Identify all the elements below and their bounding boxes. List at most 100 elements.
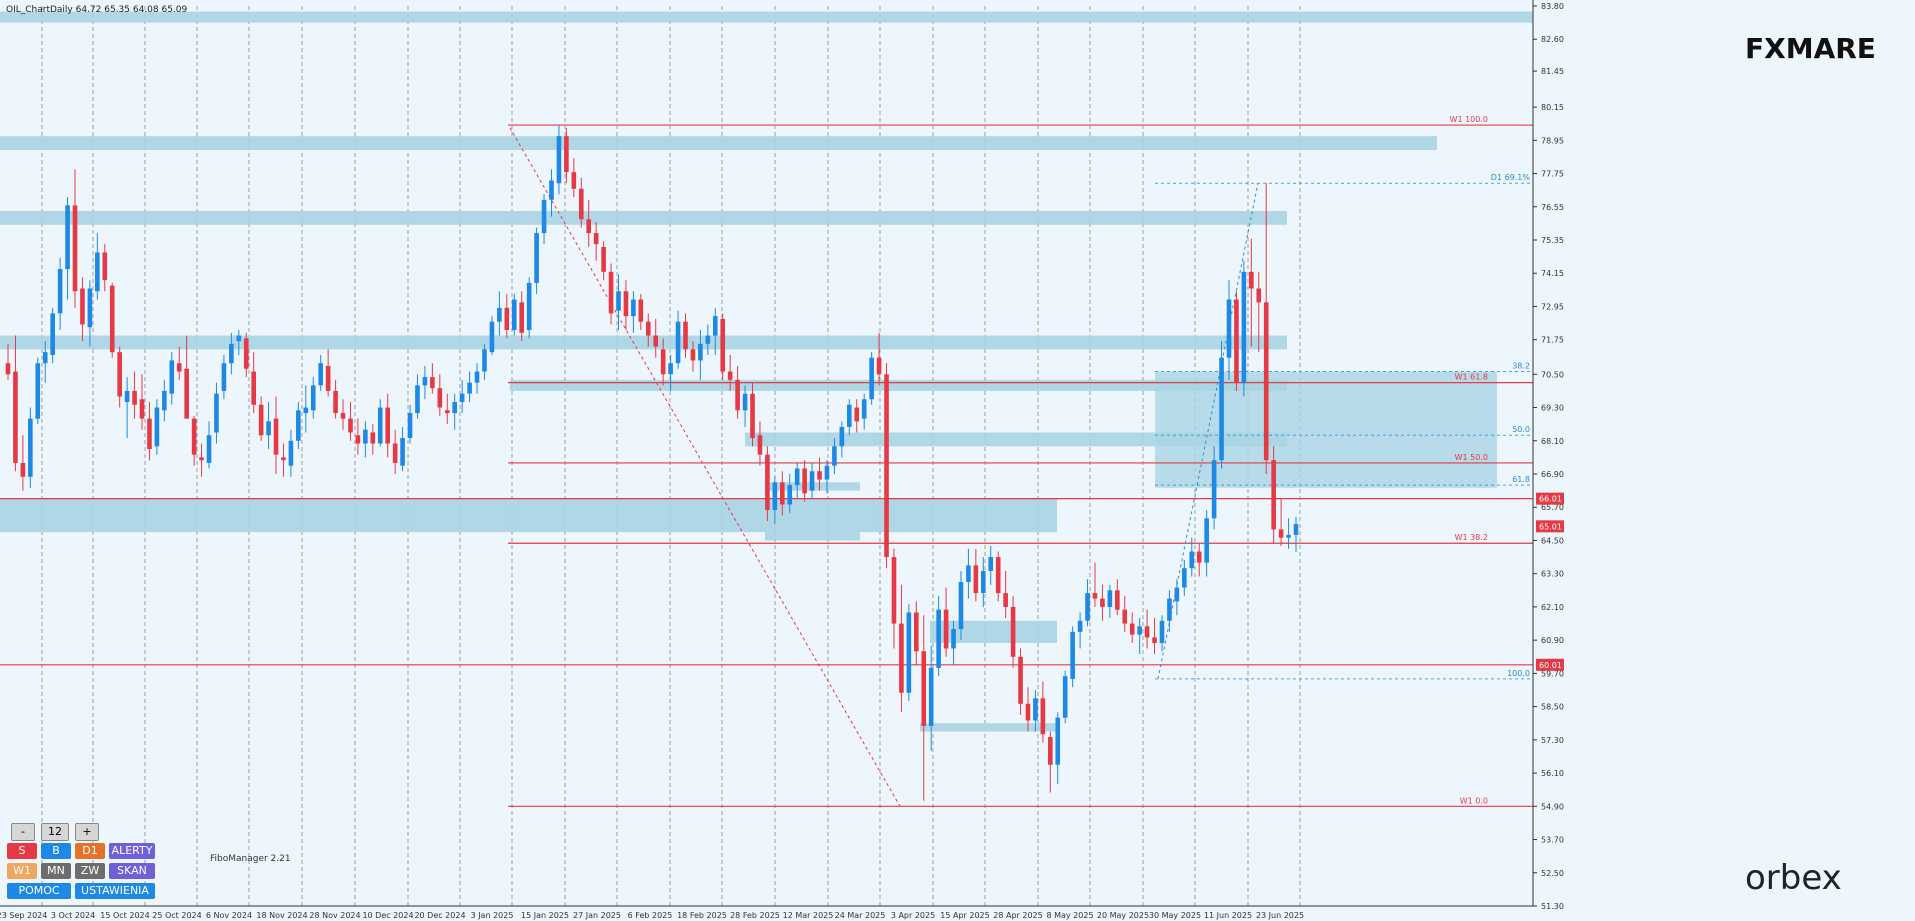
candle-body [1219,357,1224,461]
candle-body [787,485,793,505]
candle [407,404,413,444]
candle-body [281,457,286,461]
candle [980,557,986,607]
candle-body [564,136,569,173]
zw-button[interactable]: ZW [75,863,105,879]
candle-body [162,390,167,411]
candle [1055,712,1061,785]
candle-body [951,629,956,649]
pomoc-button[interactable]: POMOC [7,883,71,899]
candle-body [430,377,435,389]
candle-body [1040,698,1046,735]
skan-button[interactable]: SKAN [109,863,155,879]
candle [861,393,867,430]
y-tick-label: 66.90 [1541,470,1564,479]
candle [206,421,212,469]
candle-body [437,388,443,408]
candle-body [794,468,800,486]
candle [1025,687,1031,732]
candle-body [1055,717,1061,765]
candle [690,341,696,372]
candle-body [214,393,219,433]
candle-body [415,385,420,414]
candle-body [631,299,636,317]
candle-body [638,299,644,322]
candle [35,357,41,425]
candle [243,332,249,378]
candle-body [958,582,964,630]
candle-body [1249,271,1254,289]
zone-band [745,432,1287,447]
candle-body [966,565,971,582]
x-tick-label: 3 Jan 2025 [471,911,514,920]
candle [1003,570,1008,618]
candle-body [869,357,874,400]
candle [1152,618,1157,654]
price-tag-label: 65.01 [1539,522,1562,531]
candle-body [1211,460,1217,519]
alerty-button[interactable]: ALERTY [109,843,155,859]
candle-body [370,432,376,444]
candle [571,158,577,198]
candle-body [1278,529,1284,538]
level-label: W1 100.0 [1450,115,1488,124]
candle [817,457,822,491]
candle [184,335,189,419]
candle-body [199,457,204,461]
candle [884,363,889,569]
candle [809,462,815,499]
y-tick-label: 51.30 [1541,902,1564,911]
candle [779,471,785,516]
candle-body [28,418,33,477]
candle-body [80,288,85,325]
candle [1271,446,1276,544]
candle [422,366,428,400]
candle-body [549,180,554,200]
candle [526,277,532,339]
y-tick-label: 70.50 [1541,370,1564,379]
x-tick-label: 25 Oct 2024 [152,911,201,920]
sell-button[interactable]: S [7,843,37,859]
candle [80,277,85,342]
candle [1241,260,1247,397]
candle [638,294,644,330]
y-tick-label: 53.70 [1541,836,1564,845]
candle-body [921,651,927,726]
d1-button[interactable]: D1 [75,843,105,859]
candle-body [1293,524,1299,535]
fxmare-logo: FXMARE [1745,32,1876,65]
mn-button[interactable]: MN [41,863,71,879]
candle-body [1077,620,1083,632]
period-value[interactable]: 12 [41,823,69,841]
orbex-logo: orbex [1745,858,1842,898]
candle-body [526,282,532,330]
candle [876,332,882,386]
increase-button[interactable]: + [75,823,99,841]
candle-body [839,426,845,447]
y-tick-label: 72.95 [1541,302,1564,311]
candle-body [392,443,398,463]
x-tick-label: 12 Mar 2025 [783,911,834,920]
candle-body [266,421,271,436]
ustawienia-button[interactable]: USTAWIENIA [75,883,155,899]
decrease-button[interactable]: - [11,823,35,841]
candle-body [482,349,487,372]
candle-body [593,233,599,245]
candle-body [727,371,733,380]
y-tick-label: 59.70 [1541,669,1564,678]
candle-body [765,454,770,510]
candle-body [377,407,383,444]
candle-body [854,407,860,422]
buy-button[interactable]: B [41,843,71,859]
candle-body [832,446,837,466]
candle [363,421,368,458]
candle-body [1122,609,1128,624]
candle [1048,731,1053,793]
candle-body [1062,676,1068,718]
w1-button[interactable]: W1 [7,863,37,879]
y-tick-label: 80.15 [1541,103,1564,112]
candle-body [95,252,100,292]
candle [757,421,763,466]
y-tick-label: 77.75 [1541,170,1564,179]
